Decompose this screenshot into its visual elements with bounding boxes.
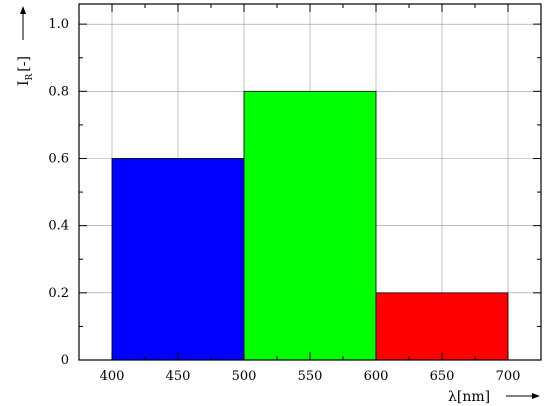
x-tick-label: 600 <box>364 369 389 384</box>
x-tick-label: 700 <box>496 369 521 384</box>
x-tick-labels: 400 450 500 550 600 650 700 <box>100 369 521 384</box>
bar <box>243 90 377 361</box>
x-axis-label-group: λ[nm] <box>448 389 540 405</box>
y-tick-label: 0.6 <box>48 151 69 166</box>
y-axis-label-group: IR[-] <box>16 6 35 86</box>
y-tick-label: 0.8 <box>48 84 69 99</box>
ticks <box>78 4 542 361</box>
bars <box>111 90 509 361</box>
x-tick-label: 450 <box>166 369 191 384</box>
x-axis-arrow-head <box>532 393 540 399</box>
y-axis-label-suffix: [-] <box>16 56 32 72</box>
bar <box>375 292 509 361</box>
y-tick-label: 0 <box>61 353 69 368</box>
x-tick-label: 550 <box>298 369 323 384</box>
y-axis-arrow-head <box>20 6 26 14</box>
y-tick-label: 1.0 <box>48 17 69 32</box>
y-axis-label-main: I <box>16 80 32 86</box>
bar <box>111 158 245 361</box>
y-tick-labels: 0 0.2 0.4 0.6 0.8 1.0 <box>48 17 69 368</box>
x-axis-label: λ[nm] <box>448 389 490 405</box>
x-tick-label: 400 <box>100 369 125 384</box>
y-axis-label-subscript: R <box>25 73 35 80</box>
x-tick-label: 500 <box>232 369 257 384</box>
y-tick-label: 0.4 <box>48 219 69 234</box>
x-tick-label: 650 <box>430 369 455 384</box>
y-axis-label: IR[-] <box>16 56 35 86</box>
y-tick-label: 0.2 <box>48 286 69 301</box>
